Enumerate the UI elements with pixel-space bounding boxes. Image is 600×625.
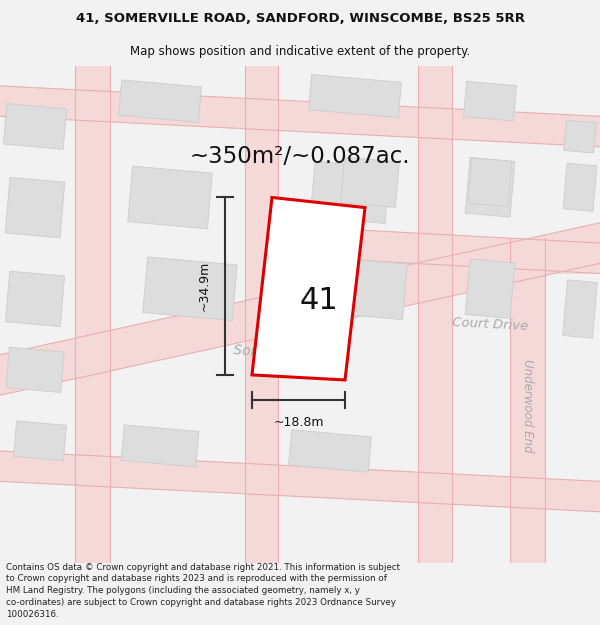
Polygon shape (465, 158, 515, 217)
Polygon shape (289, 430, 371, 472)
Polygon shape (545, 243, 600, 274)
Text: Somerville Road: Somerville Road (233, 342, 347, 366)
Polygon shape (75, 66, 110, 562)
Polygon shape (418, 66, 452, 562)
Polygon shape (0, 86, 600, 147)
Text: Court Drive: Court Drive (452, 316, 529, 332)
Text: ~34.9m: ~34.9m (198, 261, 211, 311)
Text: Underwood End: Underwood End (521, 359, 535, 452)
Polygon shape (310, 161, 390, 224)
Polygon shape (308, 74, 401, 118)
Polygon shape (119, 80, 202, 122)
Polygon shape (252, 198, 365, 380)
Polygon shape (333, 258, 407, 319)
Polygon shape (563, 280, 598, 338)
Polygon shape (0, 222, 600, 395)
Polygon shape (6, 348, 64, 392)
Polygon shape (128, 166, 212, 229)
Polygon shape (4, 104, 67, 149)
Text: Map shows position and indicative extent of the property.: Map shows position and indicative extent… (130, 45, 470, 58)
Polygon shape (0, 451, 600, 512)
Polygon shape (245, 66, 278, 562)
Polygon shape (143, 257, 237, 321)
Polygon shape (465, 259, 515, 319)
Text: ~350m²/~0.087ac.: ~350m²/~0.087ac. (190, 146, 410, 168)
Text: 41, SOMERVILLE ROAD, SANDFORD, WINSCOMBE, BS25 5RR: 41, SOMERVILLE ROAD, SANDFORD, WINSCOMBE… (76, 12, 524, 25)
Polygon shape (14, 421, 67, 461)
Polygon shape (320, 228, 600, 274)
Polygon shape (464, 81, 517, 121)
Text: 41: 41 (299, 286, 338, 314)
Polygon shape (341, 157, 400, 208)
Polygon shape (5, 271, 65, 326)
Polygon shape (564, 120, 596, 153)
Polygon shape (468, 158, 512, 207)
Text: ~18.8m: ~18.8m (273, 416, 324, 429)
Polygon shape (5, 177, 65, 238)
Polygon shape (563, 163, 597, 211)
Polygon shape (510, 238, 545, 562)
Text: Contains OS data © Crown copyright and database right 2021. This information is : Contains OS data © Crown copyright and d… (6, 562, 400, 619)
Polygon shape (121, 425, 199, 467)
